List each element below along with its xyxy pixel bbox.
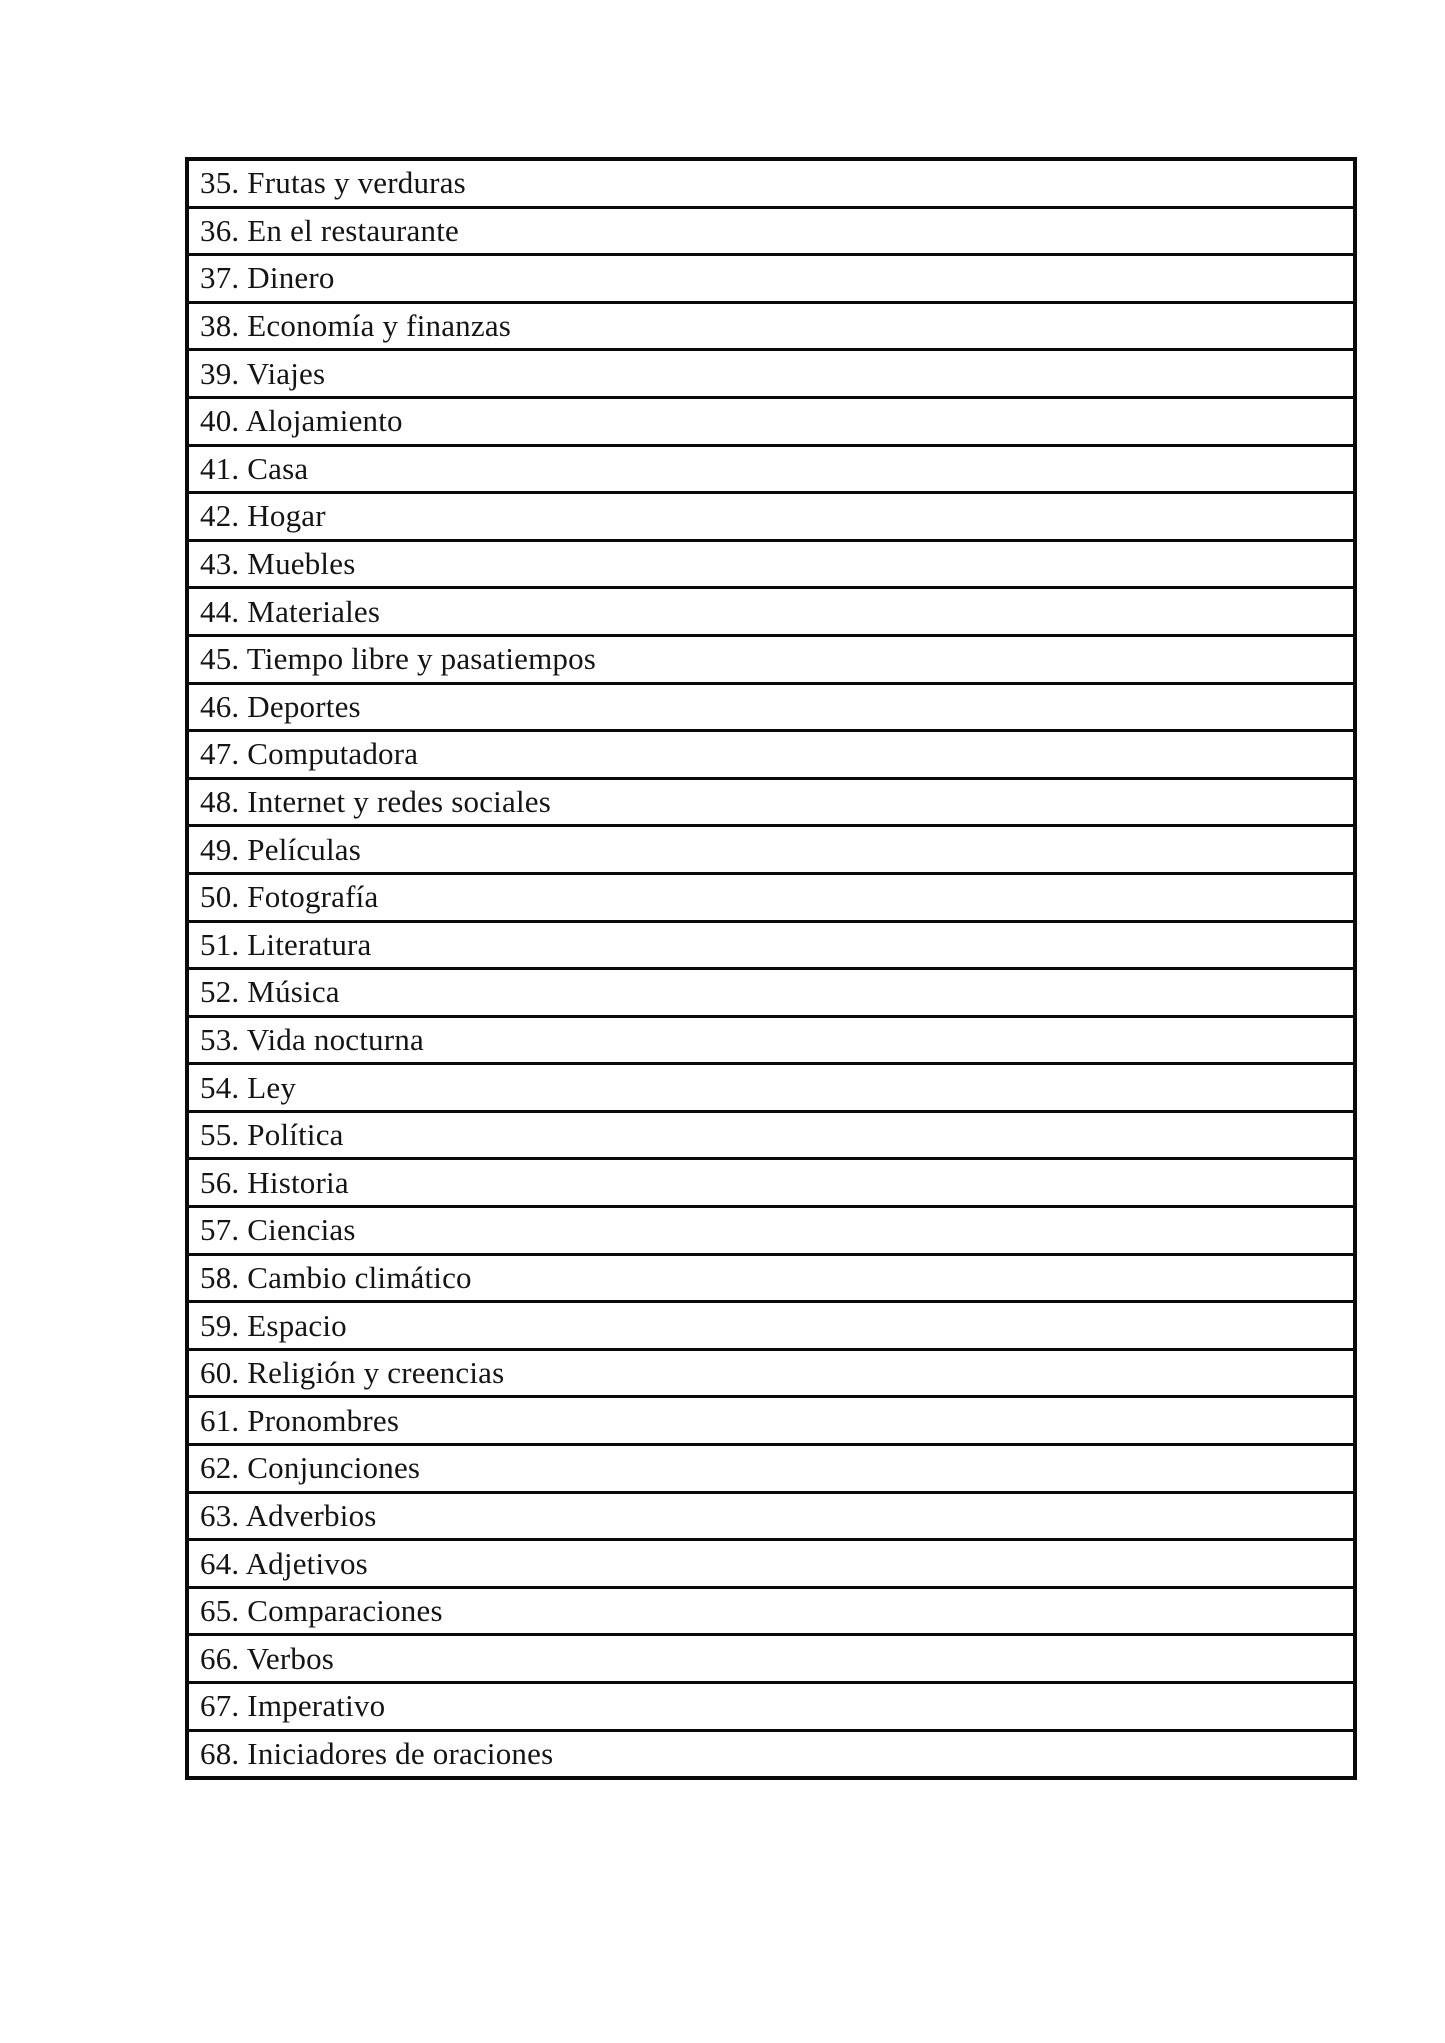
toc-row: 49. Películas — [189, 824, 1353, 872]
toc-row: 51. Literatura — [189, 919, 1353, 968]
toc-row: 36. En el restaurante — [189, 205, 1353, 254]
toc-row: 59. Espacio — [189, 1300, 1353, 1348]
toc-row: 41. Casa — [189, 443, 1353, 492]
toc-row: 63. Adverbios — [189, 1490, 1353, 1539]
toc-row: 47. Computadora — [189, 729, 1353, 777]
toc-row: 62. Conjunciones — [189, 1443, 1353, 1491]
toc-row: 67. Imperativo — [189, 1681, 1353, 1729]
toc-row: 35. Frutas y verduras — [200, 165, 466, 201]
toc-row: 50. Fotografía — [189, 871, 1353, 920]
toc-row: 38. Economía y finanzas — [189, 300, 1353, 349]
toc-row: 60. Religión y creencias — [189, 1347, 1353, 1396]
toc-table: 35. Frutas y verduras 36. En el restaura… — [185, 157, 1357, 1781]
toc-row: 43. Muebles — [189, 538, 1353, 587]
toc-row: 68. Iniciadores de oraciones — [189, 1728, 1353, 1777]
toc-row: 57. Ciencias — [189, 1205, 1353, 1253]
toc-row: 42. Hogar — [189, 491, 1353, 539]
toc-row: 66. Verbos — [189, 1633, 1353, 1681]
toc-row: 40. Alojamiento — [189, 395, 1353, 444]
toc-row: 48. Internet y redes sociales — [189, 776, 1353, 825]
toc-row: 37. Dinero — [189, 253, 1353, 301]
toc-row: 65. Comparaciones — [189, 1585, 1353, 1634]
toc-row: 44. Materiales — [189, 586, 1353, 634]
toc-row: 61. Pronombres — [189, 1395, 1353, 1443]
toc-row: 52. Música — [189, 967, 1353, 1015]
toc-row: 54. Ley — [189, 1062, 1353, 1110]
toc-row: 46. Deportes — [189, 681, 1353, 730]
toc-row: 45. Tiempo libre y pasatiempos — [189, 633, 1353, 682]
toc-row: 53. Vida nocturna — [189, 1014, 1353, 1063]
toc-row: 39. Viajes — [189, 348, 1353, 396]
toc-row: 55. Política — [189, 1109, 1353, 1158]
toc-row: 56. Historia — [189, 1157, 1353, 1205]
toc-row: 64. Adjetivos — [189, 1538, 1353, 1586]
toc-row: 58. Cambio climático — [189, 1252, 1353, 1301]
